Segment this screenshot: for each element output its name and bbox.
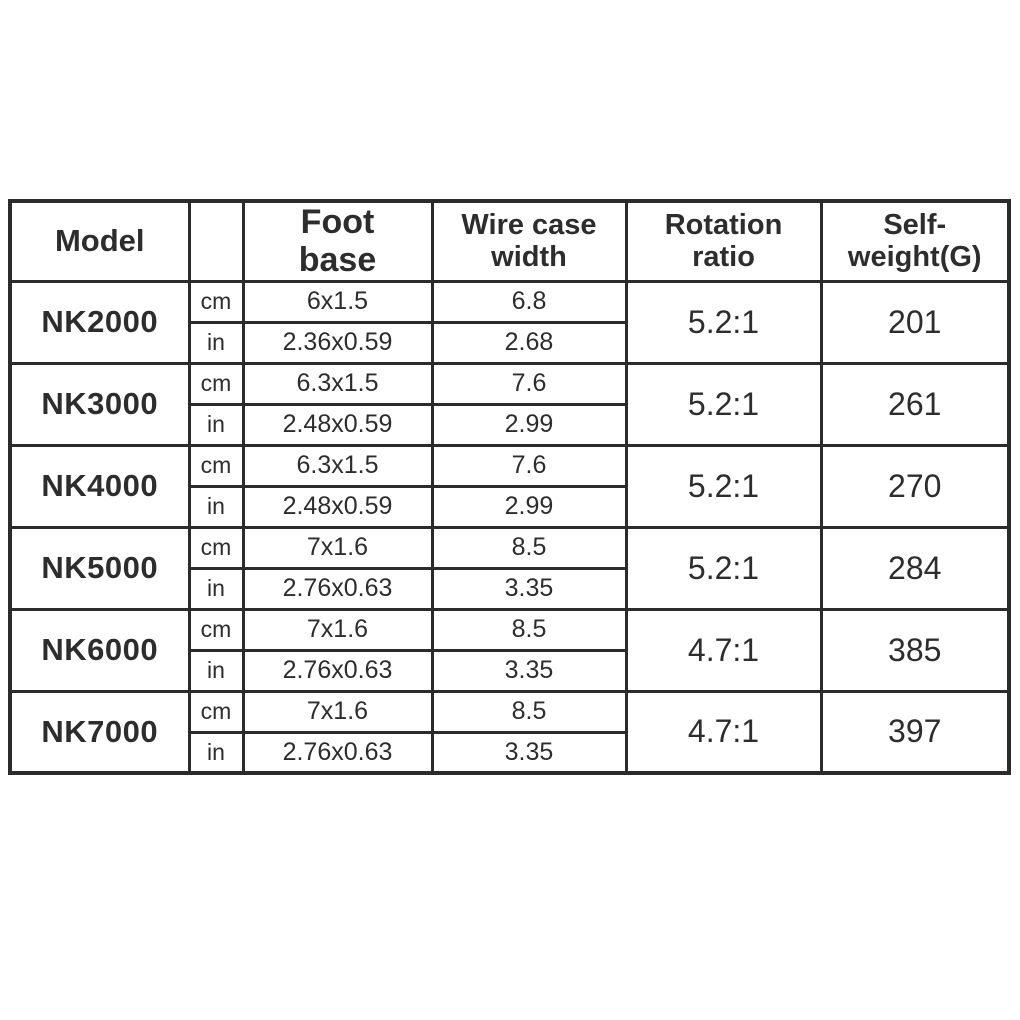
wire-case-width-value: 6.8 xyxy=(430,279,628,324)
rotation-ratio-value: 4.7:1 xyxy=(624,607,823,693)
rotation-ratio-value: 5.2:1 xyxy=(624,361,823,447)
header-wire-case-width: Wire case width xyxy=(430,199,628,283)
header-unit xyxy=(187,199,245,283)
foot-base-value: 2.48x0.59 xyxy=(241,402,434,447)
wire-case-width-value: 8.5 xyxy=(430,607,628,652)
foot-base-value: 6x1.5 xyxy=(241,279,434,324)
self-weight-value: 261 xyxy=(819,361,1011,447)
self-weight-value: 270 xyxy=(819,443,1011,529)
table-row-nk3000-in: in 2.48x0.59 2.99 xyxy=(10,402,1009,447)
rotation-ratio-value: 4.7:1 xyxy=(624,689,823,775)
unit-label: in xyxy=(187,730,245,775)
foot-base-value: 7x1.6 xyxy=(241,607,434,652)
unit-label: cm xyxy=(187,689,245,734)
header-rotation-ratio: Rotation ratio xyxy=(624,199,823,283)
model-cell: NK2000 xyxy=(8,279,191,365)
foot-base-value: 6.3x1.5 xyxy=(241,361,434,406)
model-cell: NK7000 xyxy=(8,689,191,775)
table-row-nk3000-cm: NK3000 cm 6.3x1.5 7.6 5.2:1 261 xyxy=(8,361,1011,447)
foot-base-value: 2.76x0.63 xyxy=(241,648,434,693)
table-row-nk5000-in: in 2.76x0.63 3.35 xyxy=(10,566,1009,611)
rotation-ratio-value: 5.2:1 xyxy=(624,443,823,529)
unit-label: in xyxy=(187,484,245,529)
foot-base-value: 2.76x0.63 xyxy=(241,566,434,611)
wire-case-width-value: 3.35 xyxy=(430,566,628,611)
unit-label: in xyxy=(187,320,245,365)
table-row-nk2000-cm: NK2000 cm 6x1.5 6.8 5.2:1 201 xyxy=(8,279,1011,365)
wire-case-width-value: 8.5 xyxy=(430,525,628,570)
table-row-nk6000-cm: NK6000 cm 7x1.6 8.5 4.7:1 385 xyxy=(8,607,1011,693)
spec-table-container: Model Foot base Wire case width Rotation… xyxy=(8,199,1011,775)
self-weight-value: 201 xyxy=(819,279,1011,365)
model-cell: NK4000 xyxy=(8,443,191,529)
model-cell: NK3000 xyxy=(8,361,191,447)
foot-base-value: 2.36x0.59 xyxy=(241,320,434,365)
table-row-nk6000-in: in 2.76x0.63 3.35 xyxy=(10,648,1009,693)
wire-case-width-value: 3.35 xyxy=(430,648,628,693)
table-row-nk2000-in: in 2.36x0.59 2.68 xyxy=(10,320,1009,365)
self-weight-value: 385 xyxy=(819,607,1011,693)
header-row: Model Foot base Wire case width Rotation… xyxy=(8,199,1011,283)
unit-label: cm xyxy=(187,607,245,652)
foot-base-value: 7x1.6 xyxy=(241,525,434,570)
model-cell: NK5000 xyxy=(8,525,191,611)
wire-case-width-value: 7.6 xyxy=(430,361,628,406)
wire-case-width-value: 2.68 xyxy=(430,320,628,365)
table-row-nk4000-cm: NK4000 cm 6.3x1.5 7.6 5.2:1 270 xyxy=(8,443,1011,529)
unit-label: cm xyxy=(187,361,245,406)
spec-table: Model Foot base Wire case width Rotation… xyxy=(8,199,1011,775)
self-weight-value: 397 xyxy=(819,689,1011,775)
wire-case-width-value: 2.99 xyxy=(430,402,628,447)
wire-case-width-value: 2.99 xyxy=(430,484,628,529)
table-row-nk7000-in: in 2.76x0.63 3.35 xyxy=(10,730,1009,775)
foot-base-value: 6.3x1.5 xyxy=(241,443,434,488)
unit-label: cm xyxy=(187,525,245,570)
unit-label: in xyxy=(187,566,245,611)
unit-label: cm xyxy=(187,279,245,324)
foot-base-value: 2.48x0.59 xyxy=(241,484,434,529)
header-self-weight: Self- weight(G) xyxy=(819,199,1011,283)
self-weight-value: 284 xyxy=(819,525,1011,611)
unit-label: in xyxy=(187,402,245,447)
foot-base-value: 7x1.6 xyxy=(241,689,434,734)
wire-case-width-value: 3.35 xyxy=(430,730,628,775)
rotation-ratio-value: 5.2:1 xyxy=(624,525,823,611)
unit-label: in xyxy=(187,648,245,693)
model-cell: NK6000 xyxy=(8,607,191,693)
rotation-ratio-value: 5.2:1 xyxy=(624,279,823,365)
header-foot-base: Foot base xyxy=(241,199,434,283)
table-row-nk5000-cm: NK5000 cm 7x1.6 8.5 5.2:1 284 xyxy=(8,525,1011,611)
wire-case-width-value: 8.5 xyxy=(430,689,628,734)
foot-base-value: 2.76x0.63 xyxy=(241,730,434,775)
table-row-nk4000-in: in 2.48x0.59 2.99 xyxy=(10,484,1009,529)
unit-label: cm xyxy=(187,443,245,488)
table-row-nk7000-cm: NK7000 cm 7x1.6 8.5 4.7:1 397 xyxy=(8,689,1011,775)
wire-case-width-value: 7.6 xyxy=(430,443,628,488)
header-model: Model xyxy=(8,199,191,283)
